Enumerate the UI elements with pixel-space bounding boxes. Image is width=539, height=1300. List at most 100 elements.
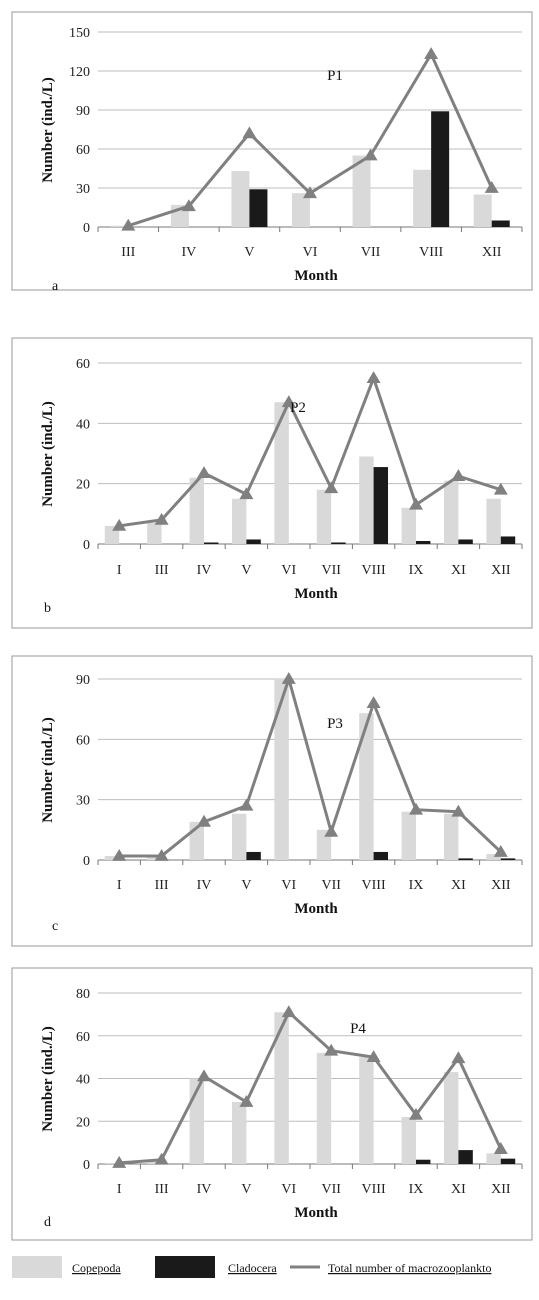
y-tick-label: 30 bbox=[76, 794, 90, 809]
month-label: IV bbox=[181, 245, 196, 260]
total-line bbox=[119, 673, 502, 858]
bar-copepoda bbox=[473, 194, 492, 227]
x-axis-title: Month bbox=[294, 901, 338, 917]
month-label: XII bbox=[491, 878, 511, 893]
chart-panel-a: 0 30 60 90 120 150 III IV V VI VII VIII XII P1 Month Nu… bbox=[11, 11, 533, 294]
total-marker bbox=[324, 1043, 339, 1056]
total-marker bbox=[242, 126, 257, 139]
total-marker bbox=[409, 802, 423, 815]
bar-cladocera bbox=[246, 851, 261, 860]
y-tick-label: 60 bbox=[76, 1030, 90, 1045]
total-marker bbox=[112, 518, 127, 531]
month-label: XI bbox=[451, 1182, 466, 1197]
total-marker bbox=[112, 1155, 127, 1168]
month-label: VII bbox=[321, 563, 341, 578]
y-tick-label: 80 bbox=[76, 987, 90, 1002]
legend-swatch-cladocera bbox=[155, 1256, 215, 1278]
total-marker bbox=[239, 487, 254, 500]
panel-title: P3 bbox=[327, 716, 343, 732]
month-label: VI bbox=[281, 878, 296, 893]
month-label: XII bbox=[482, 245, 502, 260]
month-label: IX bbox=[409, 1182, 424, 1197]
month-label: III bbox=[155, 563, 169, 578]
month-label: I bbox=[117, 878, 122, 893]
panel-frame bbox=[11, 11, 533, 291]
month-label: III bbox=[121, 245, 135, 260]
y-axis-title: Number (ind./L) bbox=[40, 717, 56, 823]
total-marker bbox=[281, 1005, 296, 1018]
month-label: XI bbox=[451, 878, 466, 893]
bar-copepoda bbox=[486, 498, 501, 544]
bar-copepoda bbox=[316, 489, 332, 544]
bar-copepoda bbox=[231, 171, 250, 227]
legend: Copepoda Cladocera Total number of macro… bbox=[12, 1256, 491, 1278]
bar-copepoda bbox=[104, 1162, 120, 1164]
panel-frame bbox=[11, 655, 533, 947]
total-marker bbox=[197, 814, 211, 827]
total-marker bbox=[451, 469, 466, 482]
month-label: VIII bbox=[362, 878, 386, 893]
total-marker bbox=[493, 844, 508, 857]
bar-copepoda bbox=[401, 507, 416, 544]
total-marker bbox=[281, 395, 296, 408]
total-marker bbox=[154, 512, 169, 525]
total-marker bbox=[154, 1152, 169, 1165]
legend-label-copepoda: Copepoda bbox=[72, 1261, 121, 1275]
month-label: III bbox=[155, 1182, 169, 1197]
y-tick-label: 90 bbox=[76, 673, 90, 688]
total-marker bbox=[366, 1050, 381, 1063]
y-tick-label: 150 bbox=[69, 26, 90, 41]
total-marker bbox=[239, 1095, 254, 1107]
total-line bbox=[119, 1009, 503, 1165]
y-axis-title: Number (ind./L) bbox=[40, 77, 56, 183]
y-tick-label: 0 bbox=[83, 538, 90, 553]
bar-copepoda bbox=[274, 679, 289, 860]
bar-cladocera bbox=[500, 1158, 516, 1164]
total-marker bbox=[451, 1051, 466, 1064]
y-tick-label: 30 bbox=[76, 182, 90, 197]
bar-copepoda bbox=[359, 456, 374, 544]
total-marker bbox=[363, 148, 378, 161]
panel-letter: b bbox=[44, 601, 51, 616]
month-label: III bbox=[155, 878, 169, 893]
y-tick-label: 60 bbox=[76, 357, 90, 372]
bar-copepoda bbox=[401, 811, 416, 860]
total-marker bbox=[121, 218, 136, 231]
y-tick-label: 90 bbox=[76, 104, 90, 119]
bar-cladocera bbox=[331, 542, 346, 544]
total-marker bbox=[324, 481, 339, 494]
y-axis-title: Number (ind./L) bbox=[40, 1026, 56, 1132]
bar-cladocera bbox=[458, 1150, 473, 1164]
bar-copepoda bbox=[359, 1057, 374, 1164]
bar-cladocera bbox=[458, 858, 473, 860]
bar-cladocera bbox=[500, 536, 516, 544]
month-label: VIII bbox=[362, 1182, 386, 1197]
y-tick-label: 0 bbox=[83, 221, 90, 236]
total-marker bbox=[409, 497, 423, 510]
total-marker bbox=[239, 798, 254, 811]
y-tick-label: 60 bbox=[76, 733, 90, 748]
panel-title: P2 bbox=[290, 400, 306, 416]
panel-letter: d bbox=[44, 1215, 51, 1230]
bar-copepoda bbox=[316, 829, 332, 860]
x-axis-title: Month bbox=[294, 268, 338, 284]
legend-label-cladocera: Cladocera bbox=[228, 1261, 277, 1275]
total-marker bbox=[493, 1142, 508, 1154]
total-line bbox=[118, 373, 502, 528]
month-label: VI bbox=[281, 563, 296, 578]
bar-copepoda bbox=[231, 498, 247, 544]
month-label: VIII bbox=[419, 245, 443, 260]
y-tick-label: 120 bbox=[69, 65, 90, 80]
y-tick-label: 0 bbox=[83, 854, 90, 869]
bar-copepoda bbox=[316, 1052, 332, 1164]
month-label: VII bbox=[321, 1182, 341, 1197]
bar-copepoda bbox=[231, 1102, 247, 1164]
bar-cladocera bbox=[416, 540, 431, 544]
bar-cladocera bbox=[416, 1159, 431, 1164]
bar-copepoda bbox=[486, 853, 501, 860]
month-label: IV bbox=[197, 563, 212, 578]
x-axis-title: Month bbox=[294, 586, 338, 602]
total-marker bbox=[197, 1069, 211, 1082]
